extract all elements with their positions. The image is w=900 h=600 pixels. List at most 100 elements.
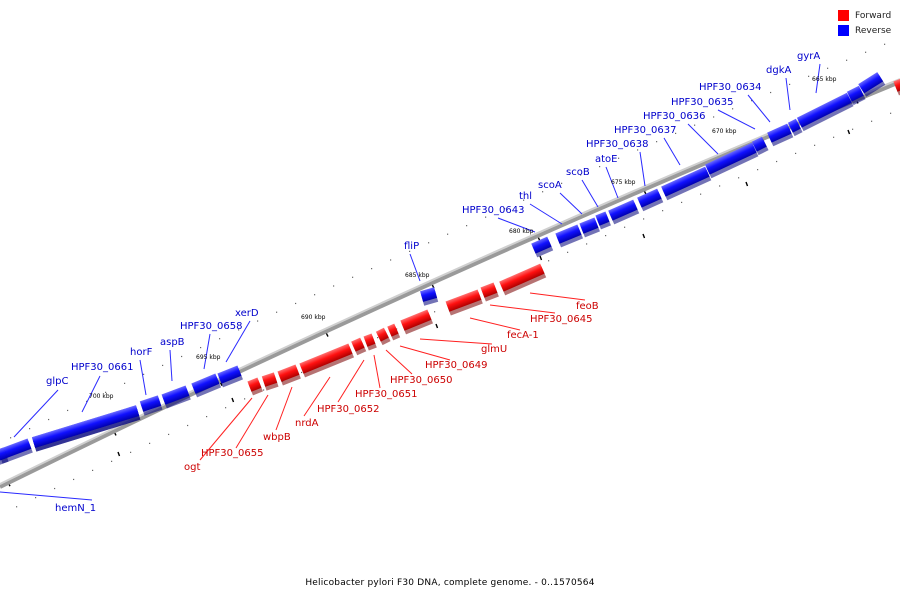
gene-block-ogt <box>247 377 263 396</box>
gene-label-horF: horF <box>130 347 153 358</box>
scale-dot <box>770 91 772 94</box>
gene-label-h0649: HPF30_0649 <box>425 360 487 371</box>
scale-dot <box>776 160 778 163</box>
scale-dot <box>757 169 759 171</box>
gene-block-h0638 <box>637 188 664 212</box>
scale-dot <box>675 132 677 135</box>
scale-dot <box>637 149 639 151</box>
scale-dot <box>485 216 487 218</box>
leader-line-atoE <box>605 166 619 199</box>
gene-block-hemN <box>0 438 33 468</box>
gene-label-atoE: atoE <box>595 154 618 165</box>
leader-line-h0651 <box>373 354 381 389</box>
scale-dot <box>187 424 189 427</box>
leader-line-scoA <box>559 192 583 215</box>
gene-block-dgkA <box>787 118 803 137</box>
legend-forward-label: Forward <box>855 10 892 21</box>
leader-line-h0636 <box>687 123 719 155</box>
scale-dot <box>890 112 892 114</box>
gene-block-reverse-extra-2 <box>0 447 9 464</box>
scale-dot <box>808 75 810 77</box>
tick-label: 690 kbp <box>301 314 326 321</box>
gene-label-h0650: HPF30_0650 <box>390 375 452 386</box>
scale-dot <box>238 329 240 331</box>
gene-label-h0655: HPF30_0655 <box>201 448 263 459</box>
scale-dot <box>586 243 588 245</box>
scale-dot <box>833 136 835 138</box>
leader-line-scoB <box>581 179 599 208</box>
scale-dot <box>54 487 56 490</box>
gene-block-h0655 <box>261 372 279 391</box>
gene-block-h0637 <box>661 166 712 201</box>
leader-line-fliP <box>409 253 421 282</box>
leader-line-hemN <box>0 491 93 501</box>
gene-label-h0634: HPF30_0634 <box>699 82 761 93</box>
scale-dot <box>225 407 227 409</box>
scale-dot <box>643 218 645 220</box>
scale-dot <box>377 337 379 339</box>
gene-block-reverse-extra-0 <box>846 85 866 106</box>
gene-label-glpC: glpC <box>46 376 68 387</box>
gene-label-h0643: HPF30_0643 <box>462 205 524 216</box>
scale-dot <box>111 460 113 462</box>
scale-dot <box>352 276 354 278</box>
scale-dot <box>656 141 658 143</box>
gene-block-horF <box>139 395 163 416</box>
scale-dot <box>396 328 398 330</box>
leader-line-glmU <box>419 338 493 345</box>
scale-dot <box>428 242 430 244</box>
gene-block-nrdA <box>299 343 355 378</box>
leader-line-h0658 <box>203 333 211 370</box>
leader-line-h0637 <box>663 137 681 166</box>
gene-block-h0651 <box>363 333 377 351</box>
scale-dot <box>35 497 37 499</box>
gene-label-h0637: HPF30_0637 <box>614 125 676 136</box>
legend-reverse-label: Reverse <box>855 25 892 36</box>
leader-line-h0638 <box>639 151 646 187</box>
scale-dot <box>371 268 373 270</box>
scale-dot <box>548 260 550 262</box>
leader-line-feoB <box>529 292 586 301</box>
gene-label-h0652: HPF30_0652 <box>317 404 379 415</box>
reverse-swatch <box>838 25 849 36</box>
scale-dot <box>846 59 848 61</box>
leader-line-h0655 <box>235 394 269 449</box>
scale-dot <box>314 294 316 296</box>
scale-dot <box>719 185 721 187</box>
gene-label-hemN: hemN_1 <box>55 503 96 514</box>
gene-label-h0638: HPF30_0638 <box>586 139 648 150</box>
scale-dot <box>162 364 164 367</box>
gene-block-forward-extra-0 <box>893 77 900 96</box>
gene-block-h0636 <box>705 142 759 179</box>
scale-dot <box>48 418 50 421</box>
scale-dot <box>694 124 696 126</box>
scale-dot <box>434 311 436 313</box>
scale-dot <box>662 210 664 212</box>
gene-block-xerD <box>217 365 243 388</box>
gene-block-fliP <box>420 287 439 306</box>
scale-dot <box>67 409 69 412</box>
scale-dot <box>795 152 797 155</box>
gene-label-xerD: xerD <box>235 308 259 319</box>
gene-label-wbpB: wbpB <box>263 432 291 443</box>
tick-label: 685 kbp <box>405 272 430 279</box>
scale-dot <box>852 128 854 130</box>
scale-dot <box>181 355 183 358</box>
major-tick <box>745 181 749 187</box>
gene-label-h0658: HPF30_0658 <box>180 321 242 332</box>
gene-label-fliP: fliP <box>404 241 419 252</box>
gene-block-feoB <box>499 263 547 296</box>
gene-block-h0652 <box>351 337 367 356</box>
scale-dot <box>263 389 265 391</box>
genome-caption: Helicobacter pylori F30 DNA, complete ge… <box>305 578 595 588</box>
scale-dot <box>244 398 246 400</box>
gene-label-feoB: feoB <box>576 301 599 312</box>
scale-dot <box>130 451 132 453</box>
scale-dot <box>624 226 626 228</box>
scale-dot <box>618 157 620 159</box>
scale-dot <box>814 144 816 146</box>
scale-dot <box>143 373 145 375</box>
scale-dot <box>149 442 151 444</box>
tick-label: 680 kbp <box>509 228 534 235</box>
